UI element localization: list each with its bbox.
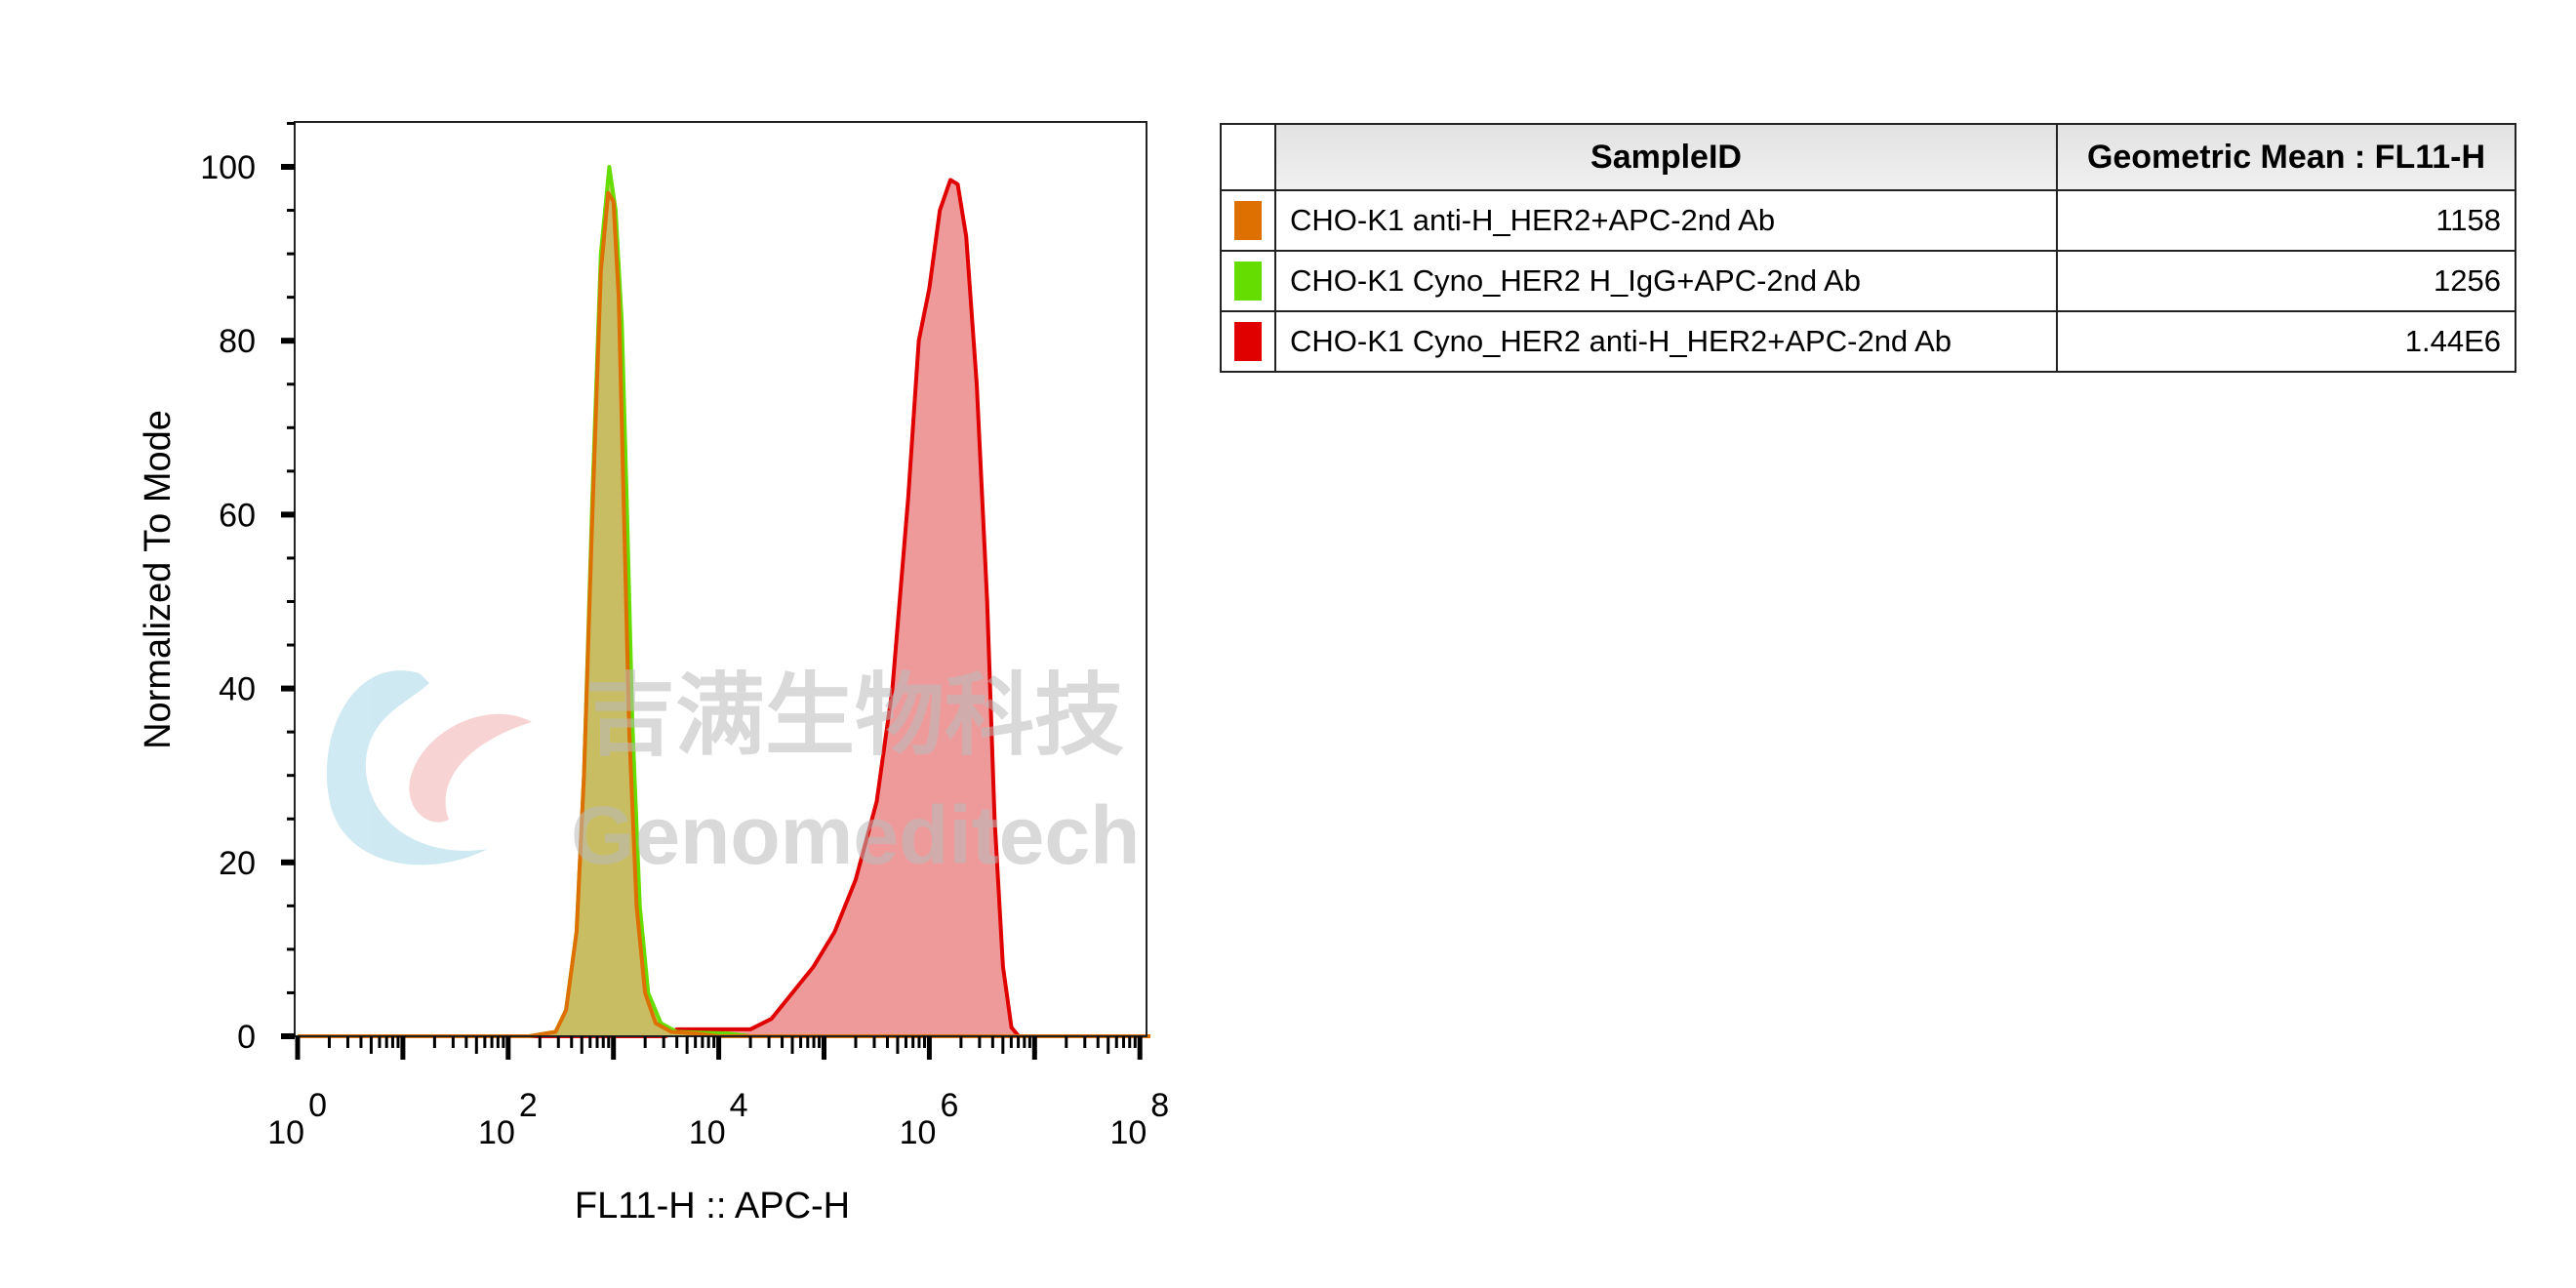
logo-swirl-blue xyxy=(326,670,488,865)
x-tick-base: 10 xyxy=(1109,1114,1147,1151)
geo-mean-cell: 1.44E6 xyxy=(2056,310,2516,373)
y-tick-label: 40 xyxy=(219,671,256,708)
x-tick-label: 100 xyxy=(267,1087,327,1151)
x-tick-label: 104 xyxy=(689,1087,748,1151)
x-tick-base: 10 xyxy=(900,1114,937,1151)
series-fill-1 xyxy=(298,167,1150,1036)
series-fill-2 xyxy=(298,192,1150,1036)
table-row: CHO-K1 Cyno_HER2 H_IgG+APC-2nd Ab 1256 xyxy=(1220,250,2516,312)
watermark-cn: 吉满生物科技 xyxy=(585,664,1124,768)
y-tick-label: 20 xyxy=(219,845,256,882)
x-tick-base: 10 xyxy=(267,1114,304,1151)
watermark-en: Genomeditech xyxy=(571,789,1140,881)
y-tick-label: 0 xyxy=(237,1019,256,1056)
swatch-cell xyxy=(1220,189,1276,252)
x-tick-label: 108 xyxy=(1109,1087,1169,1151)
sample-id-cell: CHO-K1 Cyno_HER2 anti-H_HER2+APC-2nd Ab xyxy=(1274,310,2058,373)
table-row: CHO-K1 anti-H_HER2+APC-2nd Ab 1158 xyxy=(1220,189,2516,252)
header-geo-mean: Geometric Mean : FL11-H xyxy=(2056,123,2516,191)
y-axis-label: Normalized To Mode xyxy=(138,410,179,749)
geo-mean-cell: 1256 xyxy=(2056,250,2516,312)
x-axis-label: FL11-H :: APC-H xyxy=(575,1186,850,1227)
color-swatch xyxy=(1234,262,1262,301)
y-tick-label: 100 xyxy=(200,149,256,186)
color-swatch xyxy=(1234,201,1262,240)
sample-id-cell: CHO-K1 Cyno_HER2 H_IgG+APC-2nd Ab xyxy=(1274,250,2058,312)
swatch-cell xyxy=(1220,250,1276,312)
x-tick-exponent: 6 xyxy=(940,1087,958,1124)
sample-id-cell: CHO-K1 anti-H_HER2+APC-2nd Ab xyxy=(1274,189,2058,252)
logo-swirl-red xyxy=(409,713,532,823)
x-tick-base: 10 xyxy=(478,1114,515,1151)
watermark-logo: 吉满生物科技 Genomeditech xyxy=(326,664,1140,881)
y-tick-label: 60 xyxy=(219,497,256,534)
x-tick-base: 10 xyxy=(689,1114,726,1151)
x-tick-label: 102 xyxy=(478,1087,538,1151)
series-line-1 xyxy=(298,165,1150,1038)
x-tick-exponent: 8 xyxy=(1150,1087,1169,1124)
y-tick-label: 80 xyxy=(219,323,256,360)
table-row: CHO-K1 Cyno_HER2 anti-H_HER2+APC-2nd Ab 1… xyxy=(1220,310,2516,373)
x-tick-exponent: 0 xyxy=(308,1087,327,1124)
color-swatch xyxy=(1234,322,1262,361)
geo-mean-cell: 1158 xyxy=(2056,189,2516,252)
swatch-header xyxy=(1220,123,1276,191)
plot-frame xyxy=(294,121,1147,1037)
x-tick-label: 106 xyxy=(900,1087,959,1151)
legend-table: SampleID Geometric Mean : FL11-H CHO-K1 … xyxy=(1220,123,2516,373)
swatch-cell xyxy=(1220,310,1276,373)
x-tick-exponent: 2 xyxy=(519,1087,538,1124)
series-line-2 xyxy=(298,190,1150,1038)
series-line-0 xyxy=(298,178,1150,1038)
x-tick-exponent: 4 xyxy=(730,1087,748,1124)
table-header-row: SampleID Geometric Mean : FL11-H xyxy=(1220,123,2516,191)
series-fill-0 xyxy=(298,180,1150,1036)
header-sampleid: SampleID xyxy=(1274,123,2058,191)
